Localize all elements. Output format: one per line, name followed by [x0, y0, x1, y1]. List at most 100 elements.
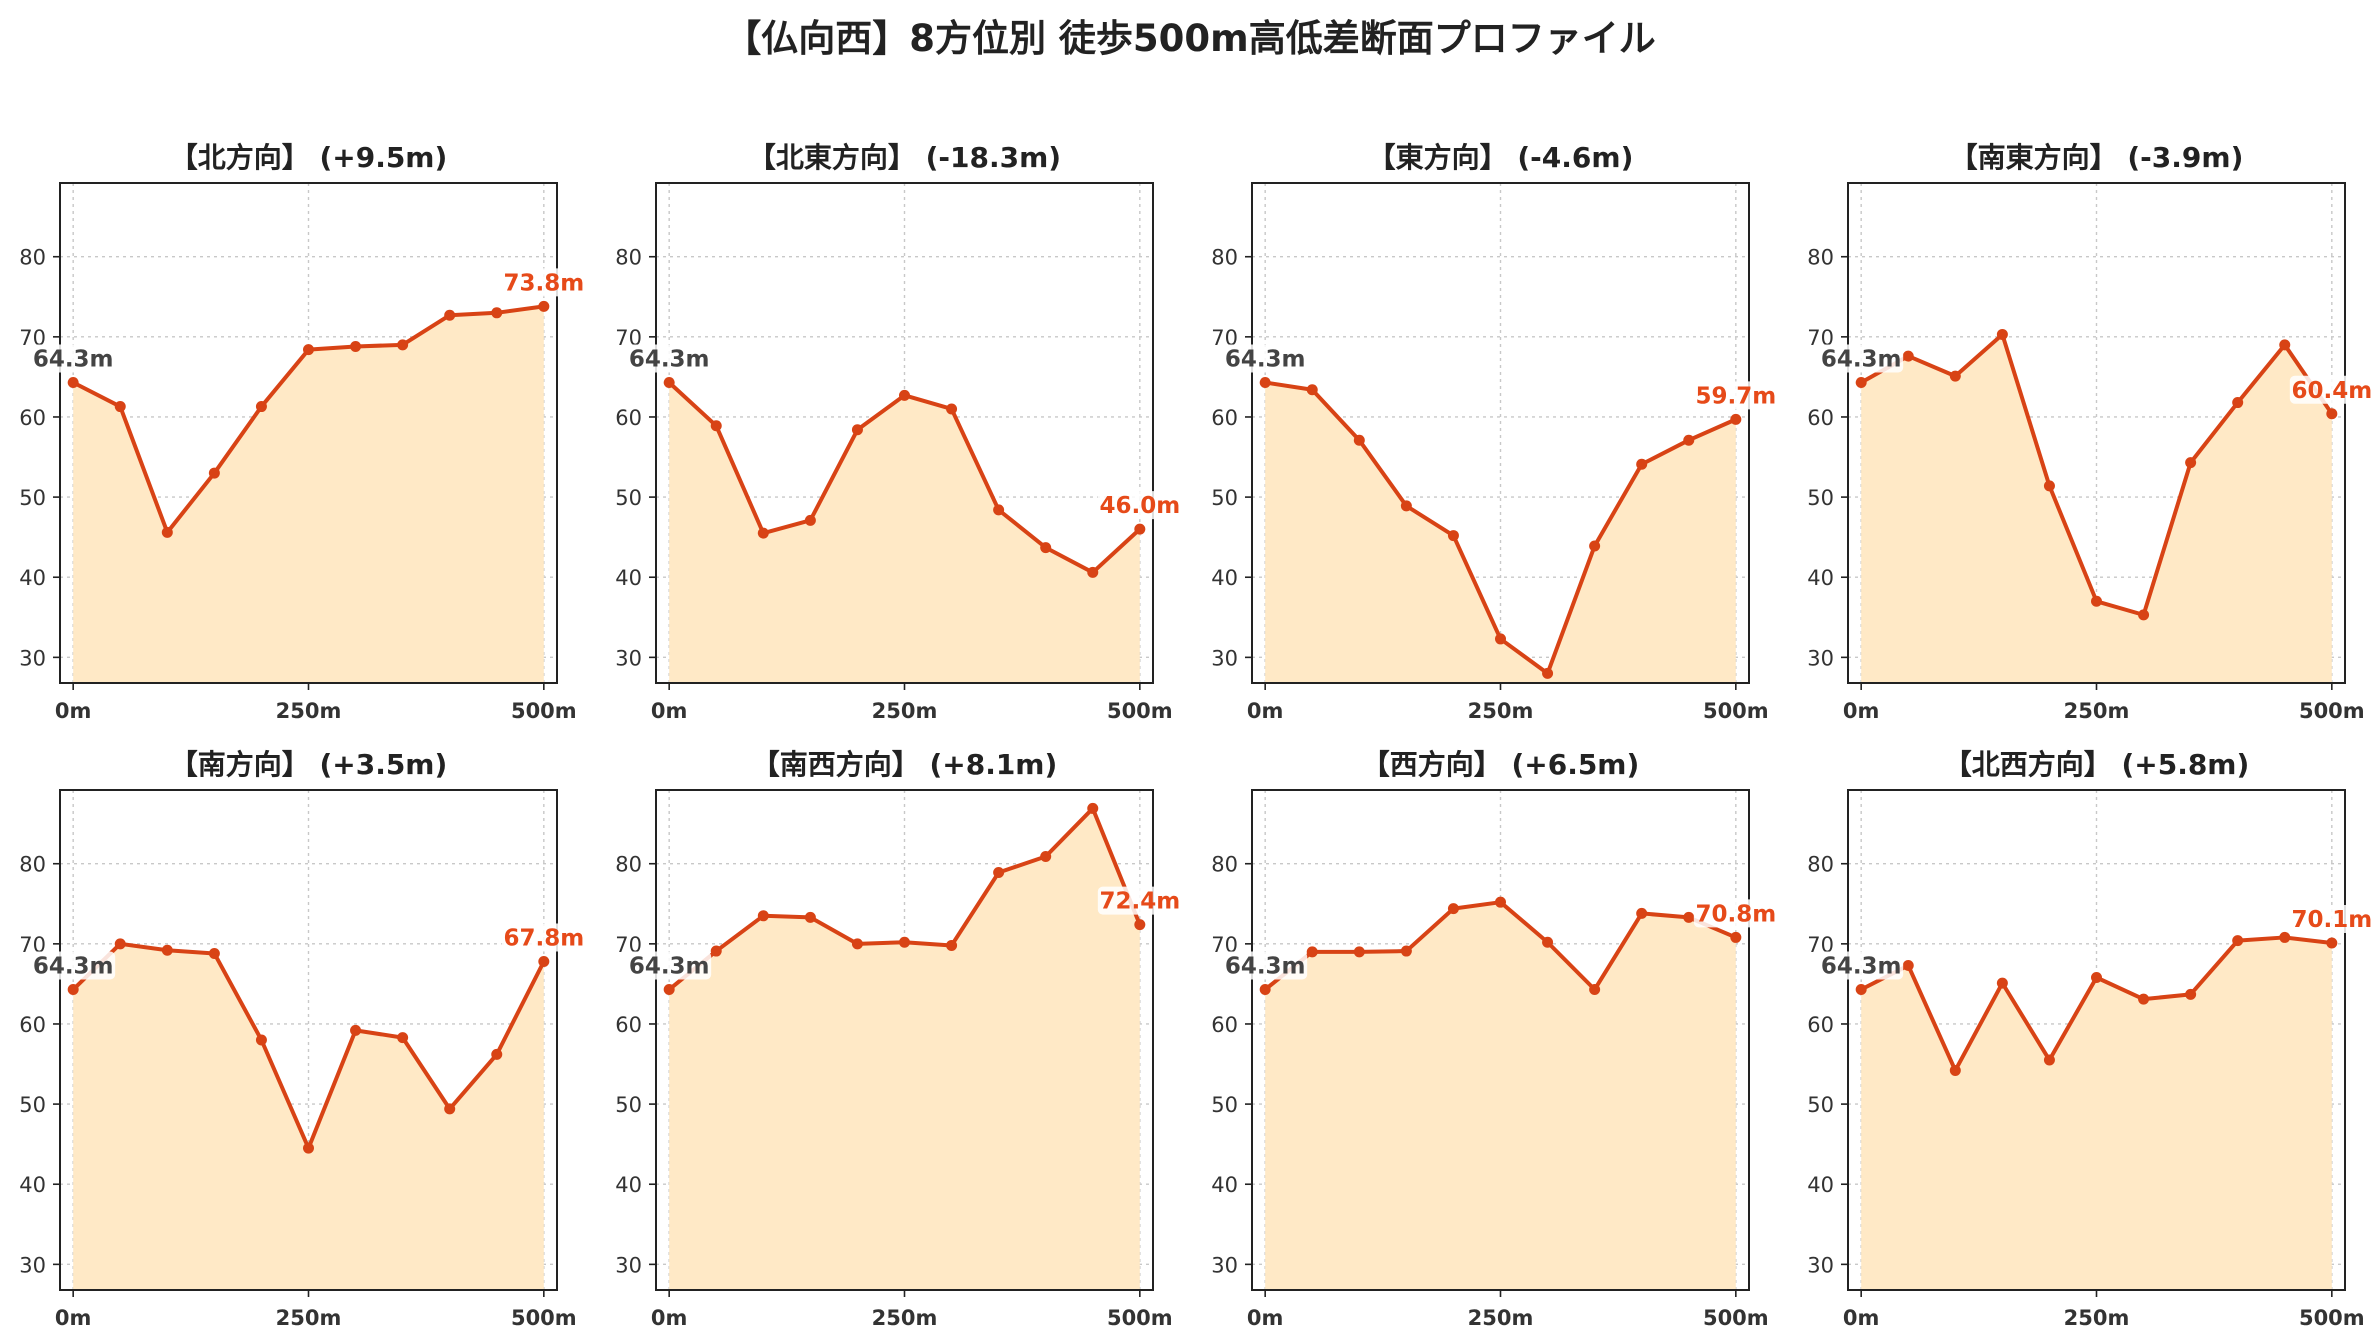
x-tick-label: 0m	[55, 1306, 92, 1330]
elevation-point	[946, 403, 958, 415]
elevation-point	[1447, 903, 1459, 915]
y-tick-label: 40	[19, 566, 46, 590]
x-tick-label: 0m	[651, 1306, 688, 1330]
x-tick-label: 500m	[2299, 699, 2365, 723]
end-label-background	[2289, 375, 2374, 404]
elevation-point	[899, 389, 910, 401]
y-tick-label: 30	[615, 1253, 642, 1277]
elevation-point	[2043, 480, 2055, 492]
elevation-point	[538, 300, 550, 312]
elevation-point	[1353, 434, 1365, 446]
elevation-point	[1636, 458, 1648, 470]
elevation-point	[663, 377, 675, 389]
elevation-point	[1134, 523, 1146, 535]
y-tick-label: 80	[1211, 853, 1238, 877]
y-tick-label: 80	[19, 246, 46, 270]
panel-title: 【南方向】 (+3.5m)	[170, 748, 448, 781]
elevation-area	[669, 808, 1140, 1290]
start-elevation-label: 64.3m	[33, 954, 114, 980]
end-label-background	[501, 268, 586, 297]
elevation-point	[303, 1142, 314, 1154]
y-tick-label: 40	[1211, 1173, 1238, 1197]
elevation-point	[397, 339, 409, 351]
elevation-point	[208, 947, 220, 959]
elevation-point	[2091, 972, 2102, 983]
y-tick-label: 60	[19, 1013, 46, 1037]
elevation-point	[1306, 946, 1318, 958]
elevation-point	[663, 984, 675, 996]
y-tick-label: 80	[1807, 246, 1834, 270]
elevation-area	[1265, 382, 1736, 683]
elevation-point	[1040, 851, 1052, 863]
end-label-background	[1693, 899, 1778, 928]
y-tick-label: 30	[1211, 1253, 1238, 1277]
start-elevation-label: 64.3m	[1821, 954, 1902, 980]
x-tick-label: 500m	[1703, 699, 1769, 723]
elevation-area	[1861, 937, 2332, 1290]
elevation-point	[851, 424, 863, 436]
elevation-point	[350, 1024, 362, 1036]
panel-title: 【北方向】 (+9.5m)	[170, 141, 448, 174]
x-tick-label: 250m	[872, 699, 938, 723]
elevation-point	[2232, 935, 2244, 947]
y-tick-label: 50	[1807, 1093, 1834, 1117]
end-elevation-label: 73.8m	[503, 270, 584, 296]
start-elevation-label: 64.3m	[629, 347, 710, 373]
y-tick-label: 30	[1807, 1253, 1834, 1277]
elevation-point	[114, 401, 126, 413]
x-tick-label: 500m	[1107, 1306, 1173, 1330]
x-tick-label: 500m	[511, 1306, 577, 1330]
elevation-point	[1400, 500, 1412, 512]
y-tick-label: 60	[1211, 1013, 1238, 1037]
elevation-point	[1996, 328, 2008, 340]
elevation-point	[2279, 339, 2291, 351]
end-elevation-label: 72.4m	[1099, 889, 1180, 915]
elevation-point	[2232, 397, 2244, 409]
start-label-background	[1819, 951, 1904, 980]
elevation-point	[1730, 413, 1742, 425]
elevation-point	[1636, 907, 1648, 919]
y-tick-label: 50	[1211, 486, 1238, 510]
y-tick-label: 30	[615, 646, 642, 670]
panel-title: 【西方向】 (+6.5m)	[1362, 748, 1640, 781]
y-tick-label: 80	[615, 246, 642, 270]
x-tick-label: 250m	[1468, 1306, 1534, 1330]
elevation-point	[1902, 350, 1914, 362]
elevation-point	[1495, 633, 1506, 645]
y-tick-label: 50	[615, 1093, 642, 1117]
y-tick-label: 40	[1807, 566, 1834, 590]
elevation-point	[710, 420, 722, 432]
elevation-point	[397, 1032, 409, 1044]
elevation-area	[73, 306, 544, 683]
elevation-point	[1134, 919, 1146, 931]
start-label-background	[1223, 344, 1308, 373]
elevation-point	[1996, 977, 2008, 989]
y-tick-label: 80	[615, 853, 642, 877]
panel-title: 【東方向】 (-4.6m)	[1368, 141, 1634, 174]
start-label-background	[1223, 951, 1308, 980]
y-tick-label: 40	[1211, 566, 1238, 590]
start-elevation-label: 64.3m	[1821, 347, 1902, 373]
elevation-point	[2326, 408, 2338, 420]
elevation-point	[757, 527, 769, 539]
elevation-point	[1683, 911, 1695, 923]
y-tick-label: 50	[19, 486, 46, 510]
elevation-point	[2185, 457, 2197, 469]
start-label-background	[627, 951, 712, 980]
elevation-point	[444, 309, 456, 321]
elevation-point	[2326, 937, 2338, 949]
end-elevation-label: 70.8m	[1695, 901, 1776, 927]
end-elevation-label: 46.0m	[1099, 493, 1180, 519]
panel-title: 【南西方向】 (+8.1m)	[752, 748, 1058, 781]
y-tick-label: 40	[615, 1173, 642, 1197]
elevation-point	[1495, 896, 1506, 908]
elevation-point	[757, 910, 769, 922]
y-tick-label: 40	[1807, 1173, 1834, 1197]
start-elevation-label: 64.3m	[1225, 954, 1306, 980]
elevation-point	[1040, 542, 1052, 554]
elevation-area	[1265, 902, 1736, 1290]
y-tick-label: 80	[1807, 853, 1834, 877]
